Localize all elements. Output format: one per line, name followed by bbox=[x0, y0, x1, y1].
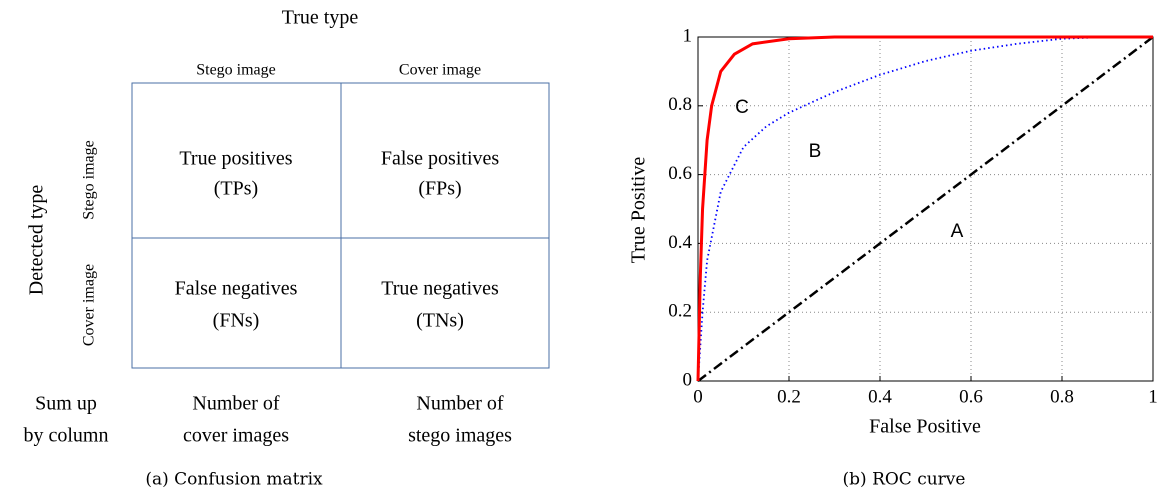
cell-text: (FNs) bbox=[213, 310, 260, 332]
column-label: Cover image bbox=[399, 62, 481, 79]
roc-curve bbox=[697, 36, 1153, 382]
y-tick-label: 0.4 bbox=[668, 232, 692, 253]
footer-label: Sum up bbox=[35, 393, 97, 415]
y-tick-label: 1 bbox=[683, 25, 693, 46]
caption: (a) Confusion matrix bbox=[145, 470, 323, 490]
curve-label: C bbox=[735, 97, 749, 118]
cell-text: (FPs) bbox=[418, 178, 461, 200]
x-tick-label: 1 bbox=[1148, 386, 1158, 407]
column-sum: stego images bbox=[408, 425, 512, 447]
y-tick-label: 0.6 bbox=[668, 163, 692, 184]
column-sum: Number of bbox=[192, 393, 280, 415]
x-tick-label: 0.6 bbox=[959, 386, 983, 407]
column-sum: cover images bbox=[183, 425, 289, 447]
row-label: Cover image bbox=[81, 264, 98, 346]
cell-text: True negatives bbox=[381, 278, 499, 300]
y-tick-label: 0.2 bbox=[668, 301, 692, 322]
cell-text: (TNs) bbox=[416, 310, 464, 332]
row-header: Detected type bbox=[26, 185, 48, 296]
row-label: Stego image bbox=[81, 140, 98, 220]
x-tick-label: 0.8 bbox=[1050, 386, 1074, 407]
y-tick-label: 0.8 bbox=[668, 94, 692, 115]
column-header: True type bbox=[282, 7, 359, 29]
cell-text: False positives bbox=[381, 148, 500, 170]
x-tick-label: 0 bbox=[693, 386, 703, 407]
curve-label: A bbox=[951, 221, 964, 242]
column-label: Stego image bbox=[196, 62, 276, 79]
column-sum: Number of bbox=[416, 393, 504, 415]
cell-text: False negatives bbox=[175, 278, 298, 300]
footer-label: by column bbox=[24, 425, 109, 447]
y-tick-label: 0 bbox=[683, 369, 693, 390]
caption: (b) ROC curve bbox=[843, 470, 966, 490]
roc-curve bbox=[697, 36, 1154, 382]
curve-label: B bbox=[809, 141, 822, 162]
cell-text: (TPs) bbox=[214, 178, 258, 200]
y-axis-label: True Positive bbox=[628, 157, 650, 264]
x-tick-label: 0.4 bbox=[868, 386, 892, 407]
roc-curve bbox=[696, 35, 1153, 382]
x-axis-label: False Positive bbox=[869, 416, 981, 438]
cell-text: True positives bbox=[179, 148, 292, 170]
x-tick-label: 0.2 bbox=[777, 386, 801, 407]
